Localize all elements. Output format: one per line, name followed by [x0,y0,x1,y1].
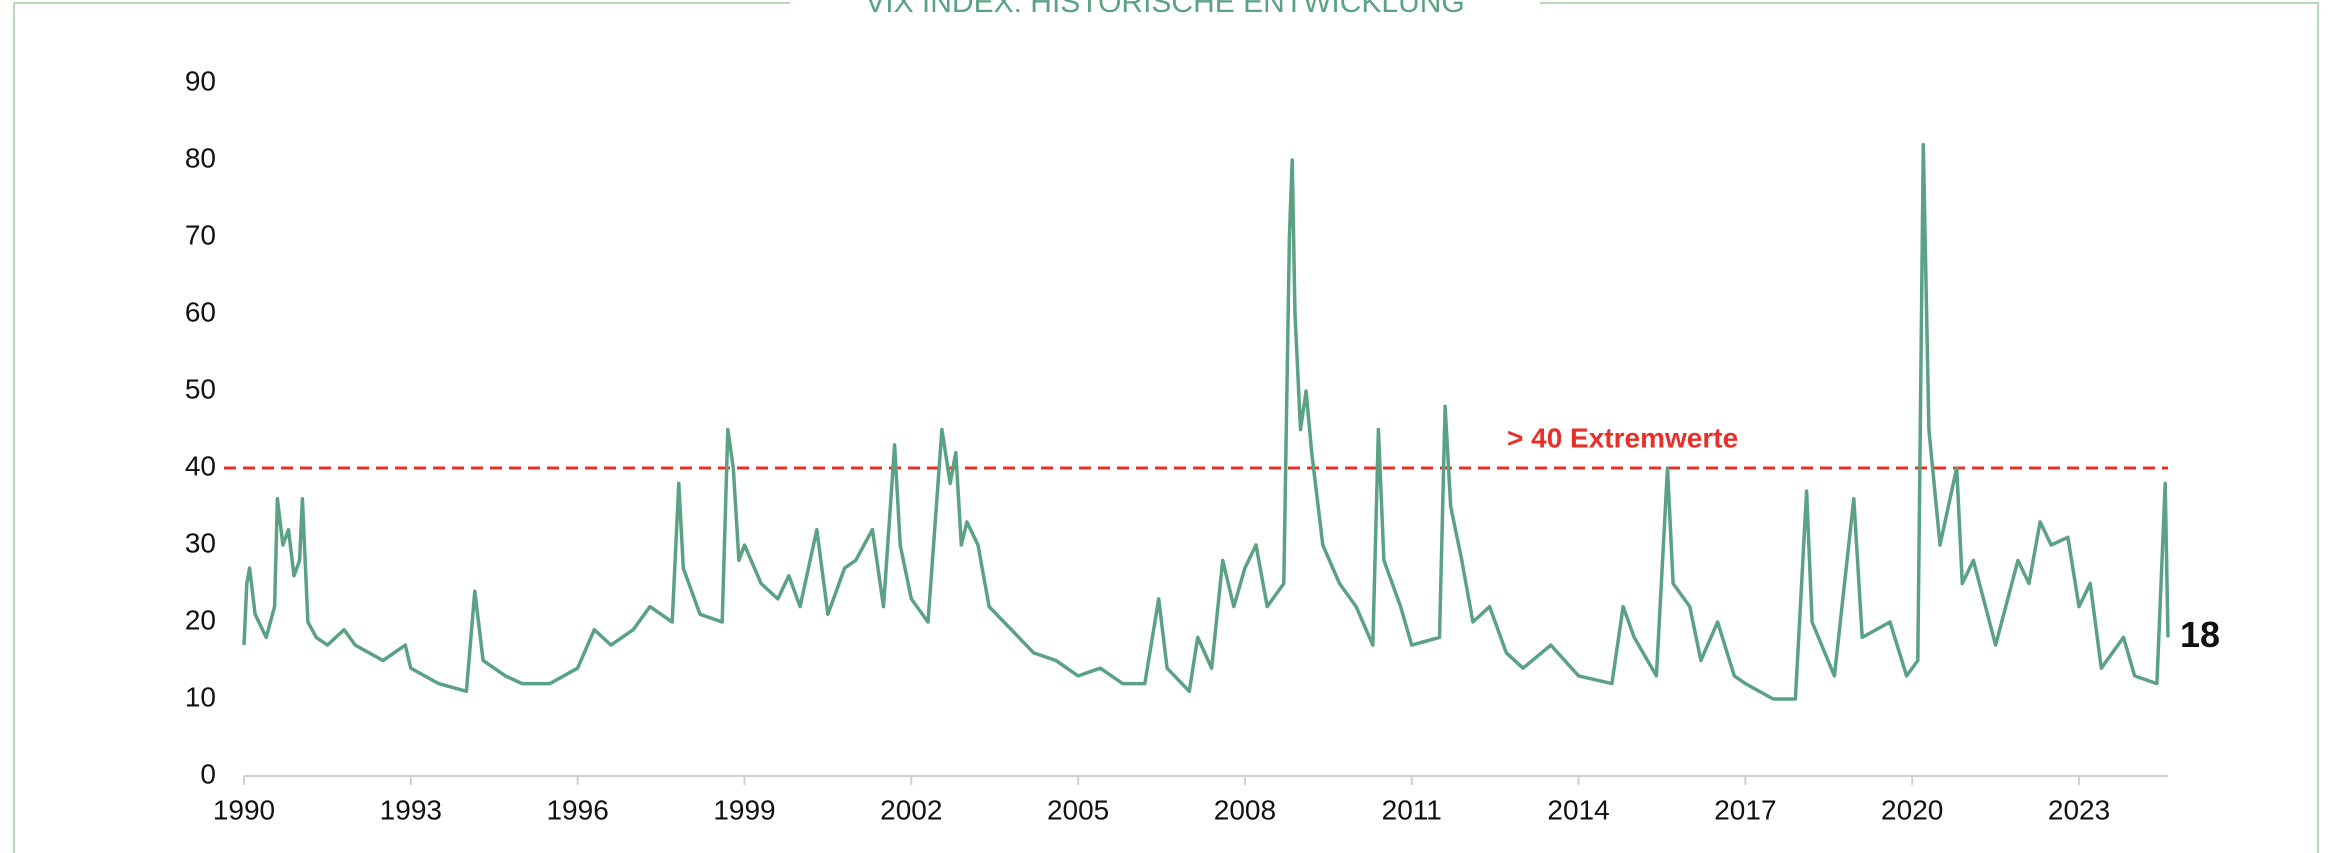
x-tick-label: 2005 [1047,794,1109,825]
x-tick-label: 2020 [1881,794,1943,825]
y-tick-label: 20 [185,604,216,635]
reference-label: > 40 Extremwerte [1507,422,1738,453]
x-tick-label: 1996 [546,794,608,825]
y-tick-label: 10 [185,681,216,712]
x-tick-label: 2017 [1714,794,1776,825]
x-tick-label: 2008 [1214,794,1276,825]
x-tick-label: 2011 [1382,794,1442,825]
y-tick-label: 40 [185,450,216,481]
x-tick-label: 1990 [213,794,275,825]
x-tick-label: 2014 [1547,794,1609,825]
x-tick-label: 2023 [2048,794,2110,825]
y-tick-label: 50 [185,373,216,404]
y-tick-label: 60 [185,296,216,327]
x-tick-label: 1993 [380,794,442,825]
y-tick-label: 90 [185,65,216,96]
chart-title: VIX INDEX: HISTORISCHE ENTWICKLUNG [865,0,1465,19]
vix-line [242,142,2170,701]
frame [13,2,2319,853]
y-tick-label: 80 [185,142,216,173]
x-tick-label: 1999 [713,794,775,825]
last-value-label: 18 [2180,614,2220,655]
x-tick-label: 2002 [880,794,942,825]
y-tick-label: 30 [185,527,216,558]
y-tick-label: 0 [200,758,216,789]
y-tick-label: 70 [185,219,216,250]
